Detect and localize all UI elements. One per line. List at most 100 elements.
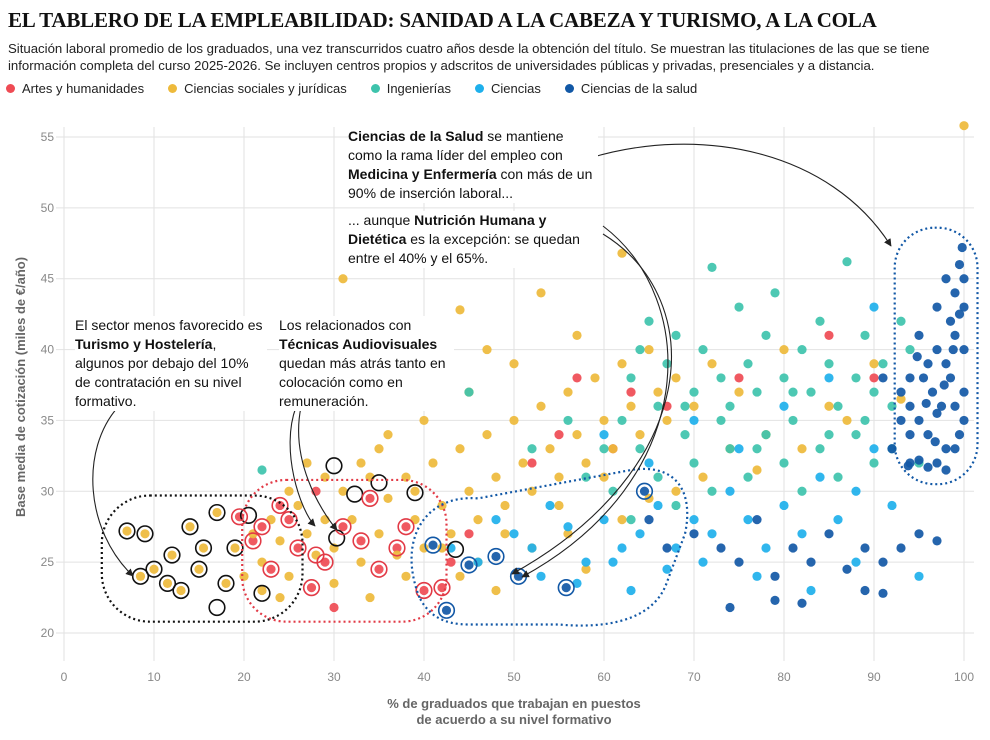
- scatter-point: [878, 557, 888, 567]
- scatter-point: [639, 486, 650, 496]
- highlight-ring: [346, 485, 364, 503]
- scatter-point: [860, 415, 870, 426]
- highlight-ring: [397, 518, 415, 536]
- scatter-point: [957, 242, 967, 253]
- scatter-point: [842, 257, 852, 267]
- legend-item-ciencias: Ciencias: [475, 81, 541, 96]
- scatter-point: [734, 302, 744, 312]
- scatter-point: [698, 472, 708, 482]
- scatter-point: [599, 430, 609, 440]
- scatter-point: [167, 550, 177, 560]
- scatter-point: [284, 486, 294, 496]
- scatter-point: [914, 529, 924, 539]
- scatter-point: [932, 408, 942, 418]
- scatter-point: [599, 444, 609, 454]
- highlight-ring: [262, 560, 280, 578]
- scatter-point: [905, 401, 915, 411]
- scatter-point: [930, 437, 940, 447]
- scatter-point: [939, 380, 949, 390]
- scatter-point: [878, 588, 888, 598]
- scatter-point: [770, 288, 780, 298]
- scatter-point: [563, 415, 573, 426]
- scatter-point: [329, 578, 339, 589]
- scatter-point: [959, 274, 969, 284]
- scatter-point: [509, 415, 519, 426]
- scatter-point: [959, 387, 969, 397]
- highlight-ring: [361, 489, 379, 507]
- annotation-bold: Medicina y Enfermería: [348, 166, 497, 182]
- scatter-point: [293, 543, 303, 553]
- audiovisual-group-outline: [241, 478, 448, 623]
- highlight-ring: [172, 581, 190, 600]
- scatter-point: [869, 387, 879, 397]
- scatter-point: [455, 444, 465, 454]
- scatter-point: [482, 430, 492, 440]
- annotation-arrows: [92, 143, 892, 578]
- highlight-ring: [208, 598, 226, 617]
- annotation-text: , algunos por debajo del 10% de contrata…: [75, 336, 249, 409]
- legend-label: Ciencias sociales y jurídicas: [184, 81, 347, 96]
- scatter-point: [779, 344, 789, 355]
- y-tick-label: 20: [41, 626, 55, 640]
- scatter-point: [932, 302, 942, 312]
- x-tick-label: 30: [327, 670, 341, 684]
- annotation-arrow: [298, 406, 338, 531]
- highlight-ring: [163, 546, 181, 564]
- annotation-arrow: [511, 233, 672, 575]
- scatter-point: [851, 486, 861, 496]
- scatter-point: [428, 458, 438, 468]
- y-tick-label: 55: [41, 130, 55, 144]
- highlight-ring: [226, 539, 244, 557]
- scatter-point: [491, 472, 501, 482]
- scatter-point: [446, 529, 456, 539]
- scatter-point: [617, 248, 627, 258]
- scatter-point: [945, 373, 956, 383]
- scatter-point: [932, 458, 942, 468]
- scatter-point: [230, 543, 240, 553]
- annotation-arrow: [92, 406, 134, 577]
- scatter-point: [561, 583, 571, 593]
- scatter-point: [149, 564, 159, 574]
- annotation-text: El sector menos favorecido es: [75, 317, 263, 333]
- scatter-point: [653, 387, 663, 397]
- scatter-point: [320, 515, 330, 525]
- scatter-point: [275, 536, 285, 546]
- highlight-ring: [370, 560, 388, 578]
- scatter-point: [644, 344, 654, 355]
- scatter-point: [545, 444, 555, 454]
- scatter-point: [671, 373, 681, 383]
- health-group-outline: [893, 226, 979, 486]
- scatter-point: [446, 557, 456, 567]
- highlight-ring: [253, 518, 271, 536]
- scatter-point: [927, 387, 938, 397]
- scatter-point: [572, 578, 582, 589]
- scatter-point: [410, 486, 420, 496]
- scatter-point: [824, 430, 834, 440]
- scatter-point: [491, 585, 501, 596]
- scatter-point: [752, 571, 762, 581]
- scatter-point: [914, 330, 924, 340]
- scatter-point: [923, 430, 933, 440]
- scatter-point: [896, 387, 906, 397]
- scatter-point: [797, 486, 807, 496]
- scatter-point: [959, 415, 969, 426]
- scatter-point: [599, 415, 609, 426]
- scatter-point: [896, 415, 906, 426]
- scatter-point: [761, 330, 771, 340]
- scatter-point: [779, 458, 789, 468]
- highlight-ring: [388, 539, 406, 557]
- scatter-point: [959, 344, 969, 355]
- highlight-ring: [239, 506, 258, 524]
- scatter-point: [464, 486, 474, 496]
- scatter-point: [563, 387, 573, 397]
- scatter-point: [945, 316, 956, 326]
- scatter-point: [599, 515, 609, 525]
- legend-dot: [475, 84, 485, 93]
- scatter-point: [770, 571, 780, 581]
- annotation-arrow: [289, 406, 316, 527]
- scatter-point: [680, 430, 690, 440]
- y-tick-label: 30: [41, 484, 55, 498]
- scatter-point: [626, 401, 636, 411]
- scatter-point: [356, 557, 366, 567]
- scatter-point: [162, 578, 173, 589]
